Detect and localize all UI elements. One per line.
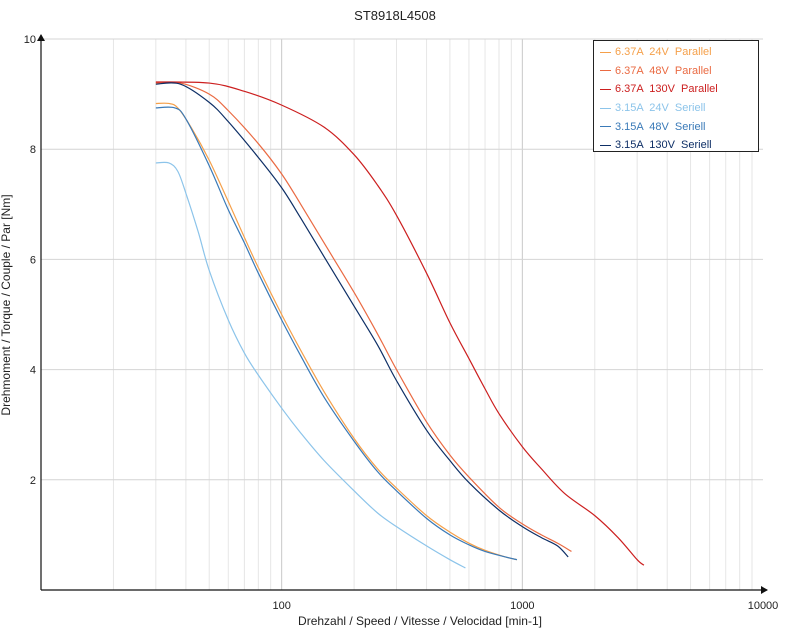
y-tick-label: 6 [30,254,36,266]
y-tick-label: 10 [24,34,36,46]
axes [37,34,768,594]
legend-label: 6.37A 24V Parallel [615,46,712,59]
chart-title: ST8918L4508 [354,8,436,23]
legend-swatch [600,144,611,146]
legend-item: 6.37A 130V Parallel [594,80,758,99]
legend-label: 6.37A 48V Parallel [615,64,712,77]
legend: 6.37A 24V Parallel 6.37A 48V Parallel 6.37… [593,40,759,152]
y-tick-label: 4 [30,365,36,377]
x-axis-label: Drehzahl / Speed / Vitesse / Velocidad [… [298,614,542,628]
x-tick-label: 1000 [510,600,534,612]
legend-swatch [600,70,611,72]
series-line-5 [155,106,518,561]
x-tick-label: 10000 [748,600,779,612]
series-lines [155,81,645,569]
legend-label: 6.37A 130V Parallel [615,83,718,96]
legend-label: 3.15A 24V Seriell [615,102,706,115]
y-tick-label: 2 [30,475,36,487]
legend-item: 6.37A 48V Parallel [594,62,758,81]
x-axis-arrow [761,586,768,594]
series-line-3 [155,81,645,566]
legend-item: 3.15A 24V Seriell [594,99,758,118]
legend-swatch [600,126,611,128]
legend-label: 3.15A 130V Seriell [615,139,712,152]
legend-item: 3.15A 48V Seriell [594,117,758,136]
y-axis-arrow [37,34,45,41]
y-axis-label: Drehmoment / Torque / Couple / Par [Nm] [0,194,13,415]
tick-labels: 2 4 6 8 10 100 1000 10000 [24,34,779,612]
legend-label: 3.15A 48V Seriell [615,120,706,133]
series-line-4 [155,161,466,569]
legend-swatch [600,51,611,53]
x-tick-label: 100 [272,600,290,612]
y-tick-label: 8 [30,144,36,156]
series-line-1 [155,102,518,561]
series-line-6 [155,82,569,558]
legend-swatch [600,107,611,109]
legend-item: 3.15A 130V Seriell [594,136,758,155]
legend-item: 6.37A 24V Parallel [594,43,758,62]
legend-swatch [600,88,611,90]
series-line-2 [155,81,572,552]
